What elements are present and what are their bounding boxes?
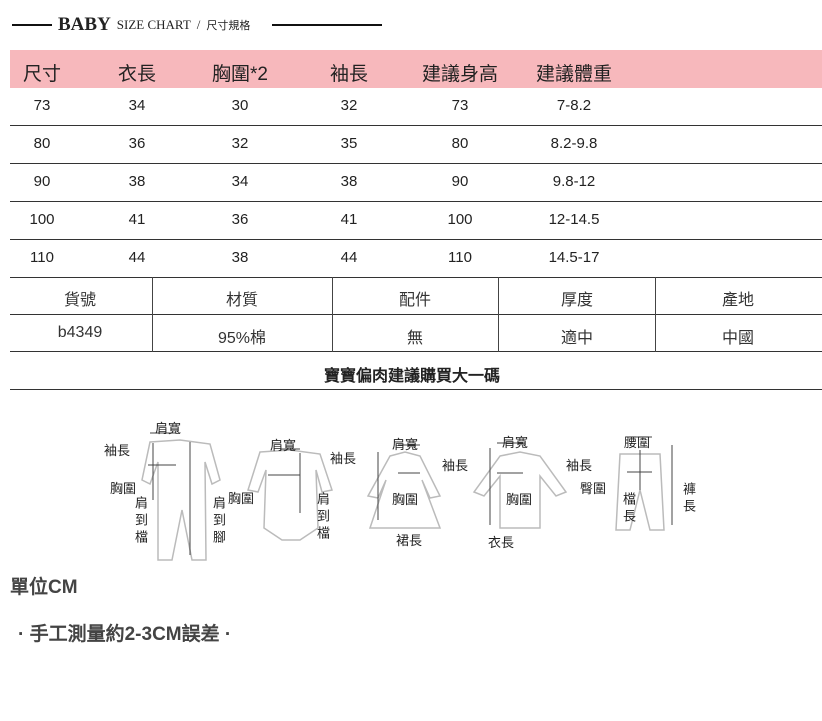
table-cell: 12-14.5: [548, 211, 600, 228]
column-header: 袖長: [329, 64, 369, 85]
chart-title: BABY SIZE CHART / 尺寸規格: [12, 14, 383, 36]
pants-outline: [615, 453, 665, 531]
advice-text: 寶寶偏肉建議購買大一碼: [323, 368, 501, 385]
table-cell: 32: [231, 135, 249, 152]
pants-hip-label: 臀圍: [580, 482, 607, 497]
row-divider: [10, 163, 822, 164]
column-divider: [332, 277, 333, 352]
table-cell: 7-8.2: [556, 97, 592, 114]
column-divider: [152, 277, 153, 352]
table-cell: 44: [340, 249, 358, 266]
row-divider: [10, 351, 822, 352]
subtitle-cn: 尺寸規格: [206, 20, 251, 32]
brand: BABY: [58, 14, 111, 35]
info-value: 中國: [721, 330, 755, 347]
info-header: 配件: [398, 292, 432, 309]
column-divider: [655, 277, 656, 352]
pants-rise-label: 檔長: [620, 492, 635, 526]
measurement-error-note: · 手工測量約2-3CM誤差 ·: [18, 624, 232, 645]
table-cell: 38: [340, 173, 358, 190]
table-cell: 100: [29, 211, 55, 228]
table-cell: 36: [128, 135, 146, 152]
table-cell: 30: [231, 97, 249, 114]
info-header: 厚度: [560, 292, 594, 309]
bodysuit-shoulder-label: 肩寬: [270, 439, 297, 454]
column-header: 尺寸: [22, 64, 62, 85]
table-cell: 90: [33, 173, 51, 190]
bodysuit-shoulder-crotch-label: 肩到檔: [314, 492, 329, 543]
table-cell: 80: [33, 135, 51, 152]
column-header: 建議身高: [421, 64, 499, 85]
separator: /: [196, 17, 201, 32]
top-chest-label: 胸圍: [506, 493, 533, 508]
bodysuit-sleeve-label: 袖長: [330, 452, 357, 467]
column-divider: [498, 277, 499, 352]
table-cell: 44: [128, 249, 146, 266]
table-cell: 8.2-9.8: [550, 135, 598, 152]
pants-length-label: 褲長: [680, 482, 695, 516]
romper-sleeve-label: 袖長: [104, 444, 131, 459]
size-table-header: [10, 50, 822, 88]
dress-chest-label: 胸圍: [392, 493, 419, 508]
info-value: b4349: [57, 324, 103, 341]
romper-shoulder-label: 肩寬: [155, 422, 182, 437]
top-length-label: 衣長: [488, 536, 515, 551]
romper-shoulder-crotch-label: 肩到檔: [132, 496, 147, 547]
info-header: 材質: [225, 292, 259, 309]
subtitle: SIZE CHART: [116, 17, 191, 32]
romper-chest-label: 胸圍: [110, 482, 137, 497]
column-header: 建議體重: [535, 64, 613, 85]
table-cell: 73: [33, 97, 51, 114]
dress-skirt-length-label: 裙長: [396, 534, 423, 549]
info-value: 適中: [560, 330, 594, 347]
dress-outline: [366, 451, 442, 529]
row-divider: [10, 125, 822, 126]
dress-sleeve-label: 袖長: [442, 459, 469, 474]
info-header: 貨號: [63, 292, 97, 309]
table-cell: 36: [231, 211, 249, 228]
pants-waist-label: 腰圍: [624, 436, 651, 451]
table-cell: 41: [128, 211, 146, 228]
dress-shoulder-label: 肩寬: [392, 438, 419, 453]
row-divider: [10, 239, 822, 240]
table-cell: 9.8-12: [552, 173, 596, 190]
row-divider: [10, 201, 822, 202]
table-cell: 34: [128, 97, 146, 114]
measurement-diagram: [141, 432, 673, 561]
info-header: 產地: [721, 292, 755, 309]
column-header: 胸圍*2: [212, 64, 268, 85]
divider: [10, 389, 822, 390]
table-cell: 80: [451, 135, 469, 152]
title-rule: [12, 24, 52, 26]
bodysuit-chest-label: 胸圍: [228, 492, 255, 507]
table-cell: 38: [231, 249, 249, 266]
table-cell: 90: [451, 173, 469, 190]
info-value: 無: [406, 330, 424, 347]
column-header: 衣長: [117, 64, 157, 85]
table-cell: 14.5-17: [548, 249, 600, 266]
row-divider: [10, 314, 822, 315]
top-sleeve-label: 袖長: [566, 459, 593, 474]
table-cell: 73: [451, 97, 469, 114]
table-cell: 100: [447, 211, 473, 228]
table-cell: 34: [231, 173, 249, 190]
unit-note: 單位CM: [10, 577, 78, 598]
table-cell: 110: [30, 249, 54, 266]
title-rule: [272, 24, 383, 26]
row-divider: [10, 277, 822, 278]
table-cell: 35: [340, 135, 358, 152]
bodysuit-outline: [247, 449, 333, 541]
table-cell: 41: [340, 211, 358, 228]
table-cell: 38: [128, 173, 146, 190]
table-cell: 32: [340, 97, 358, 114]
romper-shoulder-foot-label: 肩到腳: [210, 496, 225, 547]
top-shoulder-label: 肩寬: [502, 436, 529, 451]
table-cell: 110: [448, 249, 472, 266]
top-outline: [472, 451, 568, 529]
info-value: 95%棉: [217, 330, 267, 347]
